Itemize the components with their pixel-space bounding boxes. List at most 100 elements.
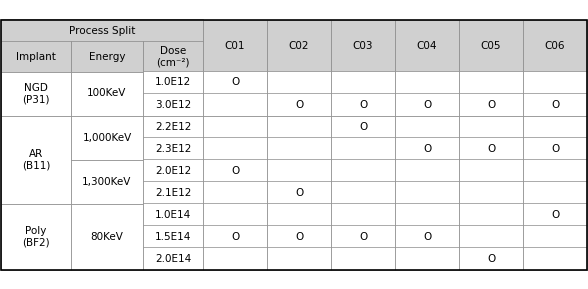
Text: O: O [423, 99, 431, 110]
Bar [71, 160, 143, 203]
Bar [71, 71, 143, 116]
Text: O: O [423, 231, 431, 242]
Bar [203, 203, 267, 225]
Text: O: O [551, 210, 559, 220]
Bar [71, 116, 143, 160]
Text: AR
(B11): AR (B11) [22, 149, 50, 170]
Text: C02: C02 [289, 40, 309, 51]
Bar [459, 138, 523, 160]
Bar [1, 19, 587, 270]
Bar [143, 138, 203, 160]
Bar [395, 160, 459, 181]
Text: C03: C03 [353, 40, 373, 51]
Text: O: O [551, 144, 559, 153]
Bar [1, 116, 71, 203]
Text: 3.0E12: 3.0E12 [155, 99, 191, 110]
Bar [395, 94, 459, 116]
Text: NGD
(P31): NGD (P31) [22, 83, 50, 104]
Text: 1.5E14: 1.5E14 [155, 231, 191, 242]
Bar [203, 160, 267, 181]
Bar [203, 19, 267, 71]
Bar [523, 247, 587, 270]
Bar [1, 42, 71, 71]
Text: 2.3E12: 2.3E12 [155, 144, 191, 153]
Bar [459, 116, 523, 138]
Bar [331, 94, 395, 116]
Text: O: O [359, 99, 367, 110]
Bar [203, 71, 267, 94]
Bar [395, 19, 459, 71]
Text: 1,300KeV: 1,300KeV [82, 177, 132, 186]
Text: 2.2E12: 2.2E12 [155, 121, 191, 131]
Bar [267, 94, 331, 116]
Text: 2.1E12: 2.1E12 [155, 188, 191, 197]
Bar [203, 181, 267, 203]
Text: O: O [231, 231, 239, 242]
Bar [143, 94, 203, 116]
Text: 1.0E14: 1.0E14 [155, 210, 191, 220]
Bar [143, 181, 203, 203]
Bar [523, 138, 587, 160]
Bar [395, 181, 459, 203]
Text: C04: C04 [417, 40, 437, 51]
Bar [523, 19, 587, 71]
Bar [331, 160, 395, 181]
Bar [331, 203, 395, 225]
Bar [267, 160, 331, 181]
Bar [459, 19, 523, 71]
Bar [395, 225, 459, 247]
Bar [143, 42, 203, 71]
Bar [203, 116, 267, 138]
Bar [267, 71, 331, 94]
Text: O: O [487, 99, 495, 110]
Bar [331, 181, 395, 203]
Bar [267, 181, 331, 203]
Bar [459, 247, 523, 270]
Bar [523, 94, 587, 116]
Bar [203, 94, 267, 116]
Bar [331, 138, 395, 160]
Bar [459, 160, 523, 181]
Bar [395, 247, 459, 270]
Text: Implant: Implant [16, 51, 56, 62]
Text: C06: C06 [544, 40, 565, 51]
Bar [523, 116, 587, 138]
Bar [331, 247, 395, 270]
Text: O: O [295, 99, 303, 110]
Bar [395, 203, 459, 225]
Bar [267, 138, 331, 160]
Bar [143, 225, 203, 247]
Text: 2.0E14: 2.0E14 [155, 253, 191, 264]
Bar [143, 71, 203, 94]
Bar [523, 225, 587, 247]
Bar [203, 247, 267, 270]
Bar [203, 138, 267, 160]
Text: C05: C05 [481, 40, 501, 51]
Bar [143, 203, 203, 225]
Bar [459, 181, 523, 203]
Bar [331, 116, 395, 138]
Bar [331, 19, 395, 71]
Text: 80KeV: 80KeV [91, 231, 123, 242]
Bar [331, 225, 395, 247]
Bar [267, 203, 331, 225]
Text: O: O [487, 144, 495, 153]
Text: C01: C01 [225, 40, 245, 51]
Bar [71, 42, 143, 71]
Bar [267, 116, 331, 138]
Text: O: O [231, 166, 239, 175]
Bar [459, 71, 523, 94]
Bar [459, 225, 523, 247]
Bar [143, 247, 203, 270]
Bar [459, 94, 523, 116]
Bar [267, 19, 331, 71]
Bar [1, 19, 203, 42]
Bar [71, 203, 143, 270]
Text: O: O [359, 231, 367, 242]
Bar [203, 225, 267, 247]
Bar [143, 160, 203, 181]
Text: O: O [295, 231, 303, 242]
Bar [395, 116, 459, 138]
Bar [395, 71, 459, 94]
Text: Dose
(cm⁻²): Dose (cm⁻²) [156, 46, 190, 67]
